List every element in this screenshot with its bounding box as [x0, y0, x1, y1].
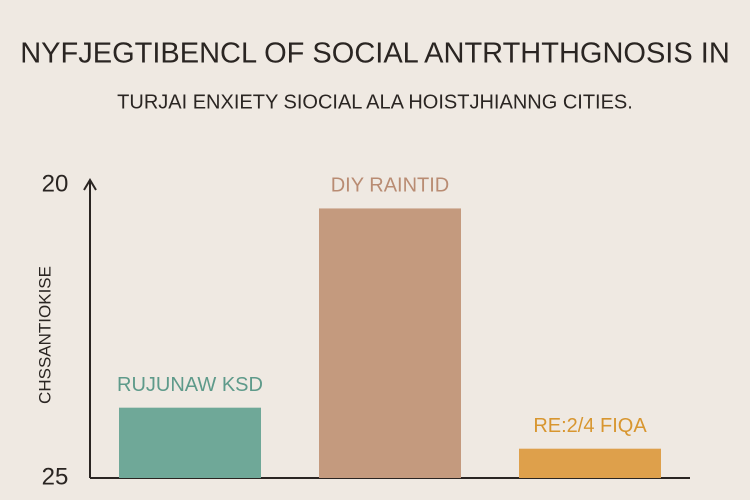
- y-axis-label: CHSSANTIOKISE: [35, 266, 54, 404]
- y-axis-arrow: [83, 178, 97, 191]
- y-tick-label: 20: [42, 170, 69, 197]
- bar: [319, 208, 461, 478]
- bar-label: DIY RAINTID: [331, 175, 450, 197]
- y-tick-label: 25: [42, 463, 69, 490]
- chart-subtitle: TURJAI ENXIETY SIOCIAL ALA HOISTJHIANNG …: [117, 91, 633, 113]
- bar-label: RUJUNAW KSD: [117, 374, 263, 396]
- chart-title: NYFJEGTIBENCL OF SOCIAL ANTRTHTHGNOSIS I…: [20, 38, 730, 70]
- bar-label: RE:2/4 FIQA: [533, 415, 647, 437]
- bar: [119, 407, 261, 478]
- bar: [519, 448, 661, 478]
